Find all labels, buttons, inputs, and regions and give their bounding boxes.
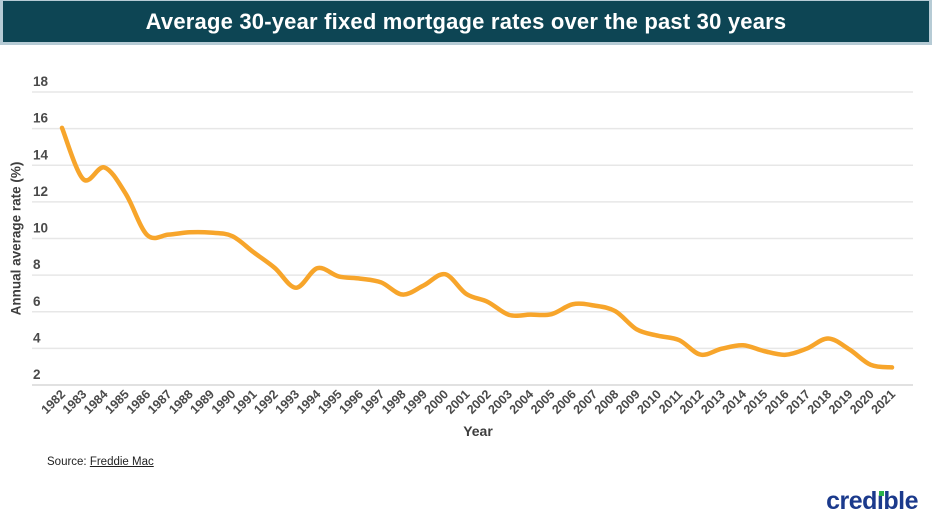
y-tick-label: 10 <box>33 221 48 236</box>
y-tick-label: 2 <box>33 367 41 382</box>
gridlines <box>32 91 913 386</box>
y-tick-label: 6 <box>33 294 41 309</box>
source-label: Source: <box>47 456 90 468</box>
chart-title: Average 30-year fixed mortgage rates ove… <box>145 9 787 34</box>
y-axis-title: Annual average rate (%) <box>8 161 24 316</box>
y-tick-labels: 18 16 14 12 10 8 6 4 2 <box>33 74 49 382</box>
y-tick-label: 16 <box>33 111 49 126</box>
y-tick-label: 12 <box>33 184 48 199</box>
logo-i-green-dot: ı <box>876 487 884 515</box>
source-note: Source: Freddie Mac <box>47 456 154 468</box>
y-tick-label: 4 <box>33 330 41 345</box>
source-link[interactable]: Freddie Mac <box>89 456 154 468</box>
y-tick-label: 18 <box>33 74 49 89</box>
mortgage-rate-line <box>59 125 895 370</box>
credible-logo: credıble <box>826 487 918 515</box>
x-axis-title: Year <box>463 423 493 439</box>
x-tick-labels: 1982198319841985198619871988198919901991… <box>39 387 899 417</box>
y-tick-label: 14 <box>33 147 49 162</box>
x-tick-label: 2021 <box>869 387 899 417</box>
y-tick-label: 8 <box>33 257 41 272</box>
chart-title-bar: Average 30-year fixed mortgage rates ove… <box>0 0 932 45</box>
